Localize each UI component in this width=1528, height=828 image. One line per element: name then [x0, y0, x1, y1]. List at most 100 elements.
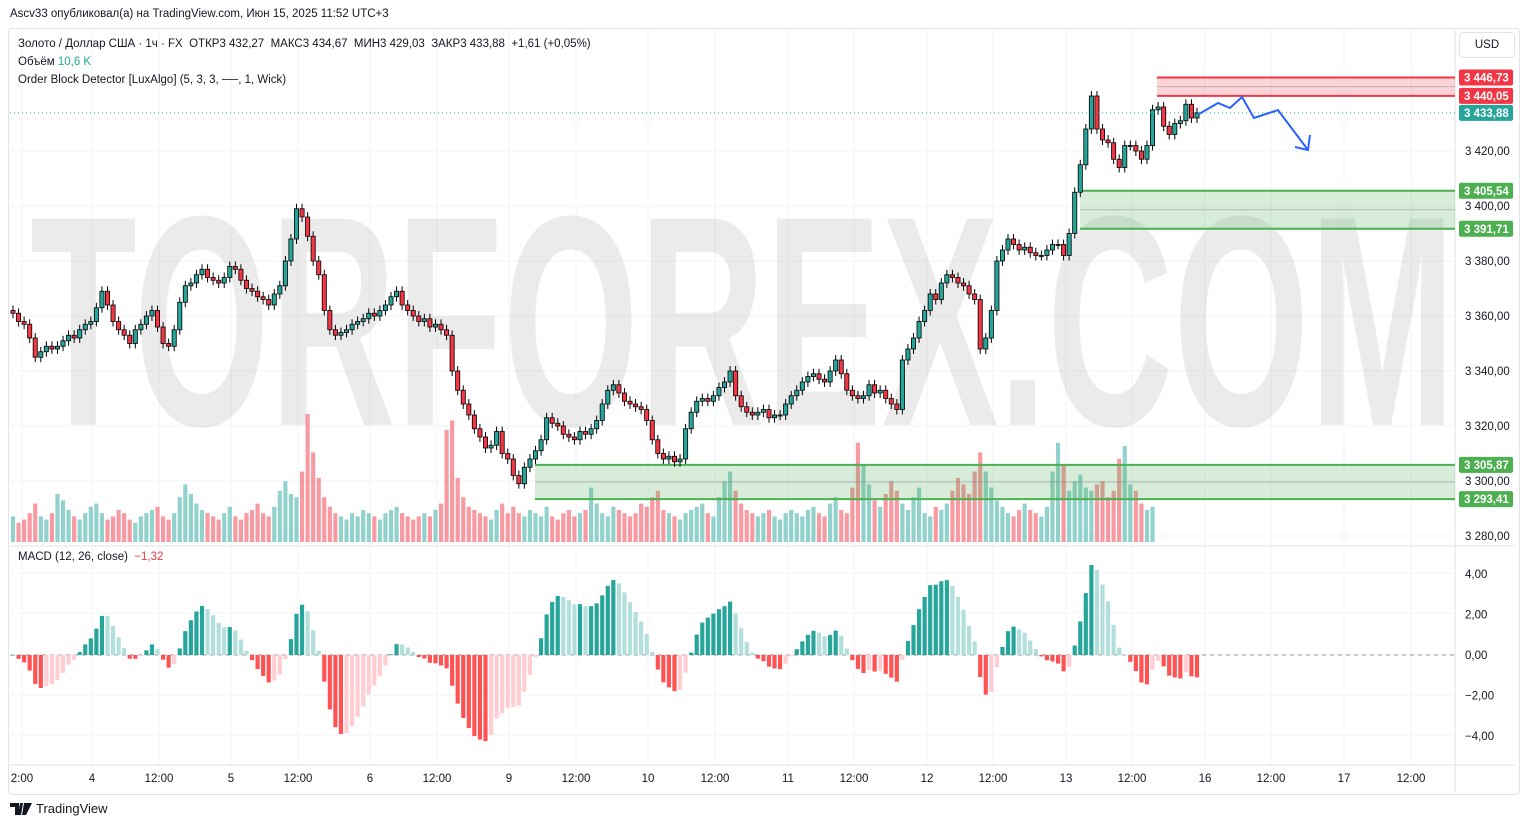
volume-bar — [444, 430, 449, 542]
candle-body — [388, 296, 394, 306]
candle-body — [88, 321, 94, 325]
volume-bar — [138, 516, 143, 542]
macd-value: −1,32 — [134, 551, 164, 563]
macd-histogram-bar — [133, 655, 138, 659]
candle — [755, 407, 761, 420]
macd-histogram-bar — [750, 652, 755, 655]
candle-body — [716, 387, 722, 397]
candle — [149, 305, 155, 321]
candle — [605, 385, 611, 409]
volume-bar — [349, 513, 355, 542]
volume-bar — [583, 510, 588, 542]
volume-bar — [133, 522, 138, 542]
macd-histogram-bar — [244, 650, 249, 655]
candle — [610, 379, 616, 396]
candle-body — [382, 304, 388, 311]
volume-bar — [294, 497, 299, 542]
candle — [927, 289, 933, 316]
candle — [110, 300, 116, 327]
macd-histogram-bar — [227, 627, 232, 655]
macd-histogram-bar — [49, 655, 54, 685]
volume-bar — [622, 513, 627, 542]
volume-bar — [183, 484, 188, 542]
macd-histogram-bar — [238, 639, 243, 655]
candle-body — [944, 274, 950, 284]
macd-histogram-bar — [60, 655, 66, 673]
candle — [121, 324, 127, 341]
time-tick-label: 12:00 — [284, 773, 313, 785]
candle — [983, 333, 989, 354]
macd-histogram-bar — [583, 606, 588, 655]
candle-body — [1144, 145, 1150, 160]
candle-body — [883, 389, 889, 399]
candle-body — [188, 282, 194, 287]
candle-body — [1188, 103, 1194, 119]
candle — [349, 319, 355, 335]
candle — [1077, 159, 1083, 198]
indicator-line[interactable]: Order Block Detector [LuxAlgo] (5, 3, 3,… — [18, 74, 287, 86]
candle-body — [538, 439, 544, 452]
candle-body — [371, 312, 377, 317]
symbol-name[interactable]: Золото / Доллар США · 1ч · FX — [18, 38, 183, 50]
macd-histogram-bar — [594, 603, 599, 655]
volume-bar — [672, 516, 677, 542]
macd-label[interactable]: MACD (12, 26, close) — [18, 551, 128, 563]
candle-body — [238, 268, 244, 281]
candle-body — [894, 403, 900, 410]
candle-body — [899, 359, 905, 410]
footer-brand[interactable]: TradingView — [10, 801, 108, 816]
candle — [138, 319, 144, 335]
candle — [894, 399, 900, 415]
candle — [905, 344, 911, 365]
macd-histogram-bar — [1005, 631, 1011, 655]
candle — [49, 341, 55, 354]
macd-histogram-bar — [322, 655, 327, 682]
macd-histogram-bar — [466, 655, 471, 729]
time-tick-label: 5 — [228, 773, 234, 785]
volume-bar — [705, 513, 710, 542]
volume-label[interactable]: Объём — [18, 56, 55, 68]
volume-bar — [1017, 510, 1022, 542]
candle-body — [449, 334, 455, 372]
candle-body — [38, 351, 44, 358]
candle-body — [788, 395, 794, 405]
macd-histogram-bar — [1067, 655, 1072, 667]
candle-body — [1155, 106, 1161, 111]
macd-histogram-bar — [66, 655, 71, 665]
time-tick-label: 12:00 — [1257, 773, 1286, 785]
candle-body — [777, 414, 783, 417]
time-tick-label: 12 — [921, 773, 934, 785]
candle-body — [166, 343, 172, 347]
currency-button[interactable]: USD — [1459, 32, 1515, 58]
macd-histogram-bar — [444, 655, 449, 669]
macd-histogram-bar — [433, 655, 438, 664]
macd-histogram-bar — [116, 637, 121, 655]
volume-bar — [272, 506, 277, 542]
volume-bar — [405, 516, 410, 542]
volume-bar — [939, 510, 944, 542]
macd-histogram-bar — [516, 655, 521, 706]
candle — [660, 448, 666, 464]
candle — [933, 289, 939, 305]
macd-histogram-bar — [1128, 655, 1133, 662]
macd-histogram-bar — [855, 655, 861, 669]
volume-bar — [177, 497, 182, 542]
macd-histogram-bar — [1122, 654, 1127, 656]
volume-bar — [861, 465, 866, 542]
candle — [883, 385, 889, 404]
candle — [466, 399, 472, 420]
change-value: +1,61 (+0,05%) — [511, 38, 591, 50]
candle — [549, 412, 555, 429]
macd-histogram-bar — [400, 644, 405, 655]
candle-body — [1138, 150, 1144, 160]
volume-bar — [1128, 484, 1133, 542]
macd-histogram-bar — [1083, 593, 1088, 655]
macd-histogram-bar — [905, 641, 911, 655]
time-tick-label: 16 — [1199, 773, 1212, 785]
candle-body — [488, 444, 494, 449]
candle — [1061, 239, 1067, 261]
macd-histogram-bar — [77, 652, 82, 655]
volume-bar — [727, 471, 733, 542]
candle-body — [349, 323, 355, 331]
